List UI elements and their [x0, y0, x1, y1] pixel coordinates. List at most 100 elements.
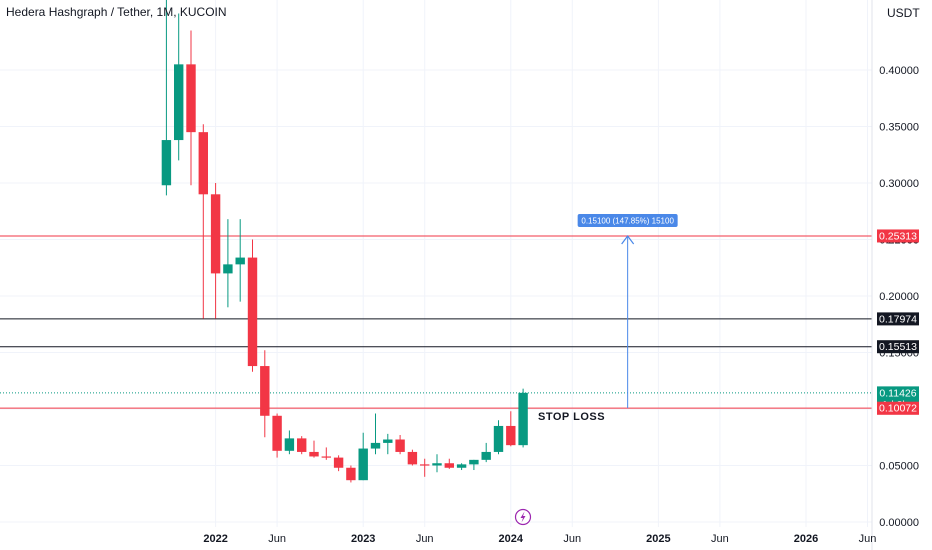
resistance-line-2-badge: [877, 340, 919, 354]
candle[interactable]: [333, 455, 344, 472]
candle[interactable]: [235, 219, 245, 302]
candle-body: [506, 425, 516, 446]
target-line-badge: [877, 229, 919, 243]
x-tick-label: Jun: [416, 533, 434, 545]
y-tick-label: 0.35000: [879, 122, 919, 134]
candle[interactable]: [223, 219, 233, 308]
candle[interactable]: [247, 239, 258, 372]
candle[interactable]: [432, 454, 442, 473]
time-axis[interactable]: 2022 Jun 2023 Jun 2024 Jun 2025 Jun 2026 Jun: [203, 533, 876, 545]
candle[interactable]: [321, 447, 331, 460]
candle-body: [198, 132, 208, 195]
x-tick-label: Jun: [859, 533, 877, 545]
y-tick-label: 0.40000: [879, 65, 919, 77]
candle-body: [420, 464, 430, 466]
stop-loss-top-badge: [877, 401, 919, 415]
current-price-badge-label: 0.11426: [879, 387, 916, 399]
y-tick-label: 0.05000: [879, 461, 919, 473]
target-line-badge-label: 0.25313: [879, 230, 917, 242]
candle-body: [223, 264, 233, 274]
candle-body: [161, 140, 172, 186]
candle[interactable]: [161, 0, 172, 196]
x-tick-label: 2025: [646, 533, 670, 545]
candle[interactable]: [481, 442, 491, 463]
candle[interactable]: [506, 411, 516, 447]
x-tick-label: 2026: [794, 533, 818, 545]
candle-body: [210, 194, 221, 274]
x-tick-label: 2022: [203, 533, 227, 545]
candle[interactable]: [272, 413, 282, 458]
annotations-layer: STOP LOSS 0.15100 (147.85%) 15100: [514, 213, 678, 526]
candle[interactable]: [346, 465, 356, 483]
candle-body: [186, 64, 196, 133]
candle-body: [272, 415, 282, 451]
candle-body: [383, 439, 393, 443]
candle[interactable]: [260, 350, 270, 438]
candle[interactable]: [358, 432, 368, 481]
stop-loss-top-badge-label: 0.10072: [879, 403, 917, 415]
candle[interactable]: [370, 413, 381, 455]
candle[interactable]: [284, 430, 295, 455]
candle-body: [444, 463, 454, 468]
candle-body: [469, 459, 479, 465]
x-tick-label: 2024: [499, 533, 524, 545]
candle[interactable]: [407, 449, 418, 466]
candle[interactable]: [198, 124, 208, 319]
currency-label[interactable]: USDT: [887, 6, 920, 20]
x-tick-label: Jun: [268, 533, 286, 545]
x-tick-label: Jun: [711, 533, 729, 545]
resistance-line-1-badge: [877, 312, 919, 326]
candle-body: [370, 442, 381, 449]
candle[interactable]: [210, 183, 221, 319]
measure-label-box: [577, 213, 678, 227]
y-tick-label: 0.00000: [879, 517, 919, 529]
x-tick-label: Jun: [563, 533, 581, 545]
candle-body: [358, 448, 368, 481]
candle[interactable]: [174, 13, 184, 161]
candle[interactable]: [297, 436, 307, 455]
chart-title: Hedera Hashgraph / Tether, 1M, KUCOIN: [6, 5, 227, 19]
candle-body: [432, 463, 442, 466]
candle[interactable]: [493, 420, 504, 455]
candle-body: [481, 451, 491, 460]
candle[interactable]: [518, 388, 528, 448]
x-tick-label: 2023: [351, 533, 375, 545]
measure-label: 0.15100 (147.85%) 15100: [581, 216, 674, 225]
candle[interactable]: [456, 463, 467, 471]
candle-body: [333, 457, 344, 468]
candle[interactable]: [186, 30, 196, 186]
candle-body: [456, 464, 467, 468]
candle[interactable]: [395, 434, 405, 455]
resistance-line-2-badge-label: 0.15513: [879, 341, 917, 353]
candle[interactable]: [469, 459, 479, 471]
candle-body: [309, 451, 319, 457]
candle-body: [321, 456, 331, 458]
measure-arrow-head: [621, 234, 635, 245]
candle[interactable]: [309, 440, 319, 458]
candles-layer[interactable]: [161, 0, 528, 483]
candle-body: [174, 64, 184, 141]
candle[interactable]: [420, 458, 430, 477]
candle-body: [297, 438, 307, 452]
candle-body: [493, 425, 504, 452]
horizontal-lines-layer: [0, 235, 872, 409]
candle-body: [518, 392, 528, 446]
candle-body: [235, 257, 245, 265]
stop-loss-label: STOP LOSS: [538, 411, 605, 423]
lightning-event-icon[interactable]: [514, 508, 532, 526]
y-tick-label: 0.20000: [879, 291, 919, 303]
candle-body: [260, 366, 270, 416]
candle-body: [284, 438, 295, 451]
candle[interactable]: [383, 433, 393, 455]
candle-body: [247, 257, 258, 367]
candle-body: [346, 467, 356, 481]
resistance-line-1-badge-label: 0.17974: [879, 313, 917, 325]
candle-body: [395, 439, 405, 452]
candle-body: [407, 451, 418, 465]
y-tick-label: 0.30000: [879, 178, 919, 190]
candle[interactable]: [444, 458, 454, 469]
